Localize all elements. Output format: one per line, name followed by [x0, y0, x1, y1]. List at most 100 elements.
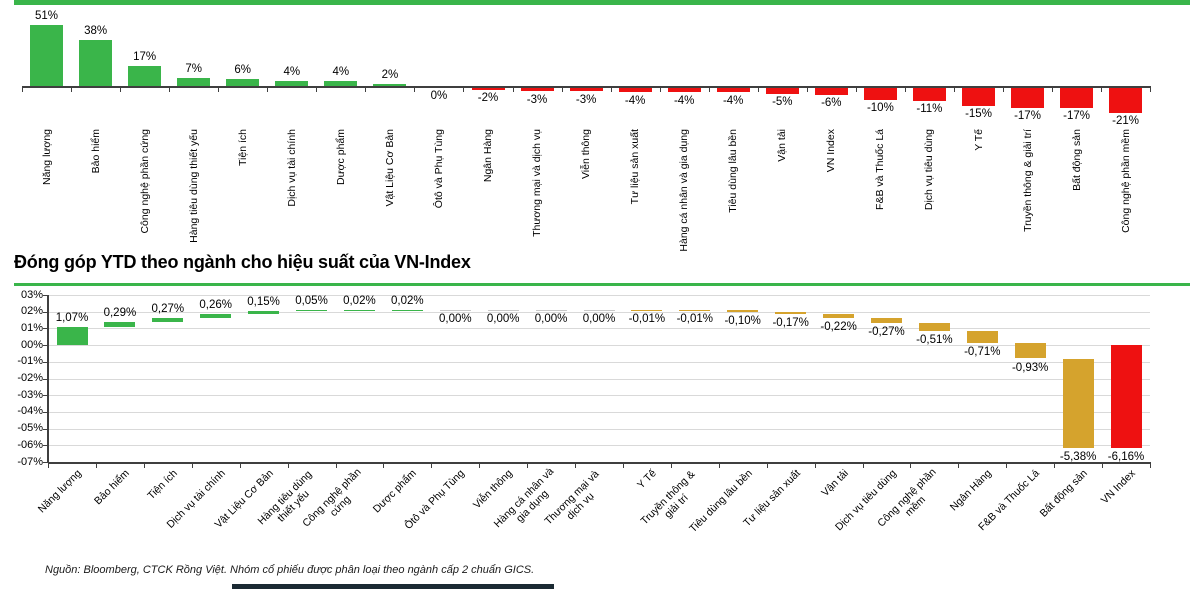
- axis-tick: [670, 462, 672, 468]
- category-label-text: Viễn thông: [471, 467, 516, 512]
- category-label-text: Dịch vụ tài chính: [164, 467, 228, 531]
- category-label: F&B và Thuốc Lá: [862, 129, 898, 255]
- y-tick-label: -03%: [17, 388, 43, 401]
- bar-value-label: 4%: [283, 66, 301, 79]
- category-label: Bảo hiểm: [56, 461, 138, 543]
- bar: [128, 65, 162, 86]
- category-label-text: F&B và Thuốc Lá: [874, 129, 887, 210]
- bar: [1109, 87, 1143, 113]
- category-label-text: Năng lượng: [35, 467, 84, 516]
- bar: [679, 309, 711, 311]
- bar-value-label: -0,17%: [772, 317, 809, 330]
- bar: [296, 310, 327, 312]
- bar: [667, 87, 701, 93]
- category-label: Công nghệ phần mềm: [1108, 129, 1144, 255]
- bar-value-label: -5,38%: [1059, 451, 1097, 464]
- bar: [30, 24, 63, 86]
- axis-tick: [1052, 86, 1053, 92]
- y-tick-label: -05%: [17, 422, 43, 435]
- category-label-text: Dược phẩm: [371, 467, 420, 516]
- bar: [200, 313, 232, 318]
- axis-tick: [479, 462, 481, 468]
- bar-value-label: 0,27%: [151, 302, 185, 315]
- category-label-text: VN Index: [825, 129, 838, 173]
- bar: [343, 309, 375, 311]
- bar-value-label: -4%: [673, 94, 695, 107]
- bar: [1011, 87, 1044, 108]
- category-label: Tư liệu sản xuất: [727, 461, 809, 543]
- bar: [716, 87, 750, 93]
- gridline: [48, 328, 1150, 330]
- bar: [765, 87, 799, 94]
- category-label: Dược phẩm: [343, 461, 425, 543]
- y-axis-tick: [43, 462, 48, 463]
- category-label: Bảo hiểm: [78, 129, 114, 255]
- x-axis-line: [22, 86, 1151, 88]
- bar: [871, 318, 902, 323]
- bar: [966, 331, 998, 343]
- bar: [226, 78, 260, 86]
- bar-value-label: -0,22%: [820, 321, 857, 333]
- bar-value-label: -0,10%: [724, 314, 761, 327]
- bar: [373, 83, 407, 86]
- category-label-text: Ngân Hàng: [482, 129, 494, 183]
- bar: [324, 81, 358, 86]
- gridline: [48, 395, 1150, 397]
- axis-tick: [267, 86, 269, 92]
- category-label-text: Dịch vụ tiêu dùng: [832, 467, 899, 534]
- category-label: Bất động sản: [1014, 461, 1096, 543]
- category-label-text: Hàng cá nhân và gia dụng: [491, 465, 557, 531]
- axis-tick: [22, 86, 23, 92]
- axis-tick: [814, 462, 816, 468]
- bar-value-label: -17%: [1014, 110, 1041, 123]
- category-label: Công nghệ phần cứng: [127, 129, 163, 255]
- axis-tick: [512, 86, 514, 92]
- category-label-text: Bất động sản: [1037, 467, 1090, 520]
- y-axis-tick: [43, 378, 48, 380]
- axis-tick: [463, 86, 465, 92]
- category-label-text: Ngân Hàng: [948, 467, 995, 514]
- category-label-text: Truyền thông & giải trí: [1021, 129, 1034, 232]
- axis-tick: [1003, 86, 1004, 92]
- category-label: Hàng cá nhân và gia dụng: [666, 129, 702, 255]
- category-label-text: Dịch vụ tiêu dùng: [923, 129, 936, 211]
- category-label: Vận tải: [775, 461, 857, 543]
- axis-tick: [1054, 462, 1056, 468]
- axis-tick: [365, 86, 367, 92]
- bar: [1110, 345, 1142, 448]
- y-axis-tick: [43, 445, 48, 447]
- axis-tick: [910, 462, 912, 468]
- category-label-text: Vật Liệu Cơ Bản: [383, 129, 396, 207]
- bar-value-label: 0,00%: [582, 312, 616, 325]
- bar-value-label: 0,26%: [199, 298, 232, 311]
- axis-tick: [287, 462, 289, 468]
- category-label-text: Y Tế: [634, 467, 659, 492]
- category-label-text: Công nghệ phần mềm: [1119, 129, 1132, 233]
- bar: [1014, 342, 1046, 359]
- bar-value-label: -0,51%: [916, 334, 953, 347]
- category-label-text: Ôtô và Phụ Tùng: [402, 467, 468, 532]
- bar-value-label: -4%: [722, 94, 744, 107]
- y-tick-label: -04%: [17, 405, 43, 418]
- category-label: Dịch vụ tài chính: [274, 129, 310, 255]
- axis-tick: [718, 462, 720, 468]
- category-label-text: Thương mại và dịch vụ: [531, 129, 543, 237]
- bar-value-label: -6,16%: [1107, 451, 1145, 463]
- bar-value-label: -0,01%: [628, 312, 666, 325]
- bar: [56, 327, 88, 346]
- category-label-text: Hàng cá nhân và gia dụng: [678, 129, 691, 252]
- category-label-text: Dược phẩm: [334, 129, 347, 185]
- axis-tick: [335, 462, 337, 468]
- bar-value-label: -4%: [624, 94, 646, 107]
- category-label: VN Index: [813, 129, 849, 255]
- category-label: Tiêu dùng lâu bền: [679, 461, 761, 543]
- y-axis-tick: [43, 361, 48, 363]
- contribution-chart-title: Đóng góp YTD theo ngành cho hiệu suất củ…: [14, 252, 471, 272]
- bar-value-label: -0,01%: [676, 312, 714, 325]
- gridline: [48, 361, 1150, 363]
- category-label-text: Truyền thông & giải trí: [638, 468, 698, 528]
- bar-value-label: 0,15%: [247, 296, 280, 308]
- axis-tick: [191, 462, 193, 468]
